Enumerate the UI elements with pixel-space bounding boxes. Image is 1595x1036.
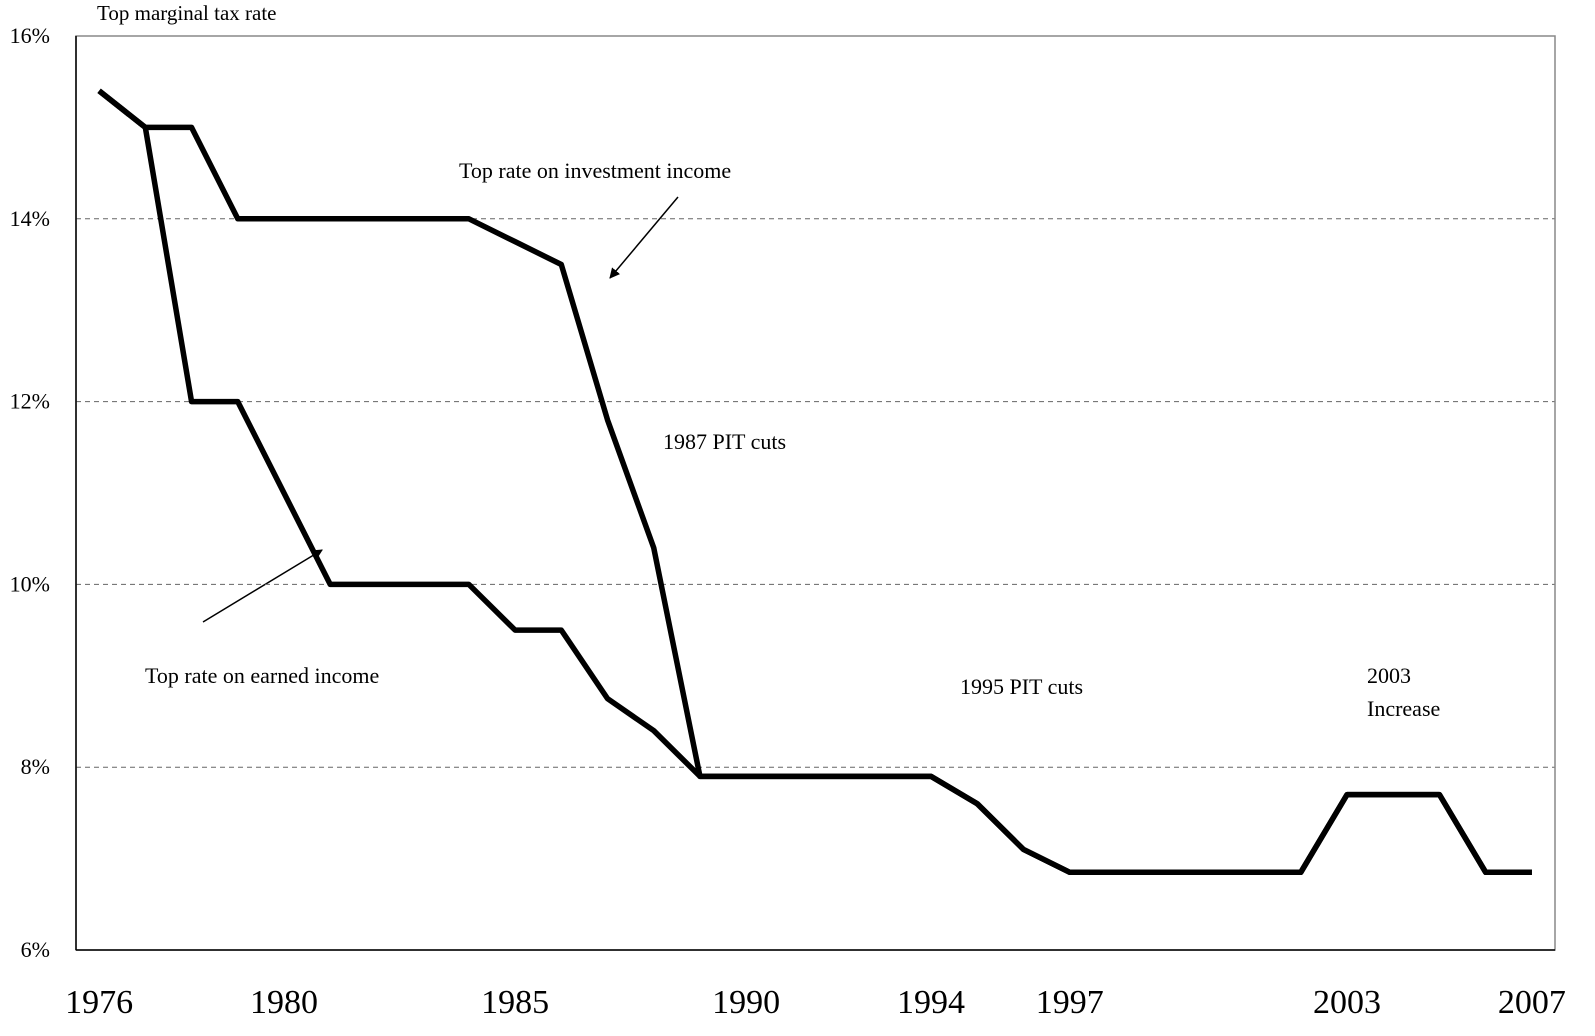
y-tick-label: 8% xyxy=(21,754,50,779)
y-tick-label: 12% xyxy=(10,389,50,414)
series-label: Top rate on earned income xyxy=(145,663,379,688)
x-tick-label: 1980 xyxy=(250,984,318,1021)
series-line xyxy=(97,88,1532,876)
annotation: 2003 Increase xyxy=(1367,663,1441,721)
x-tick-label: 1990 xyxy=(712,984,780,1021)
series-label: Top rate on investment income xyxy=(459,158,731,183)
annotation: 1987 PIT cuts xyxy=(663,429,787,454)
y-tick-label: 6% xyxy=(21,937,50,962)
y-tick-label: 10% xyxy=(10,571,50,596)
arrow xyxy=(202,549,323,623)
arrow xyxy=(609,196,679,279)
x-tick-label: 1976 xyxy=(65,984,133,1021)
y-tick-label: 14% xyxy=(10,206,50,231)
x-tick-label: 2007 xyxy=(1498,984,1566,1021)
annotation: 1995 PIT cuts xyxy=(960,674,1084,699)
series-line xyxy=(97,88,1532,876)
x-tick-label: 2003 xyxy=(1313,984,1381,1021)
x-tick-label: 1985 xyxy=(481,984,549,1021)
y-tick-label: 16% xyxy=(10,23,50,48)
y-axis-label: Top marginal tax rate xyxy=(97,1,277,25)
x-tick-label: 1997 xyxy=(1036,984,1104,1021)
x-tick-label: 1994 xyxy=(897,984,965,1021)
